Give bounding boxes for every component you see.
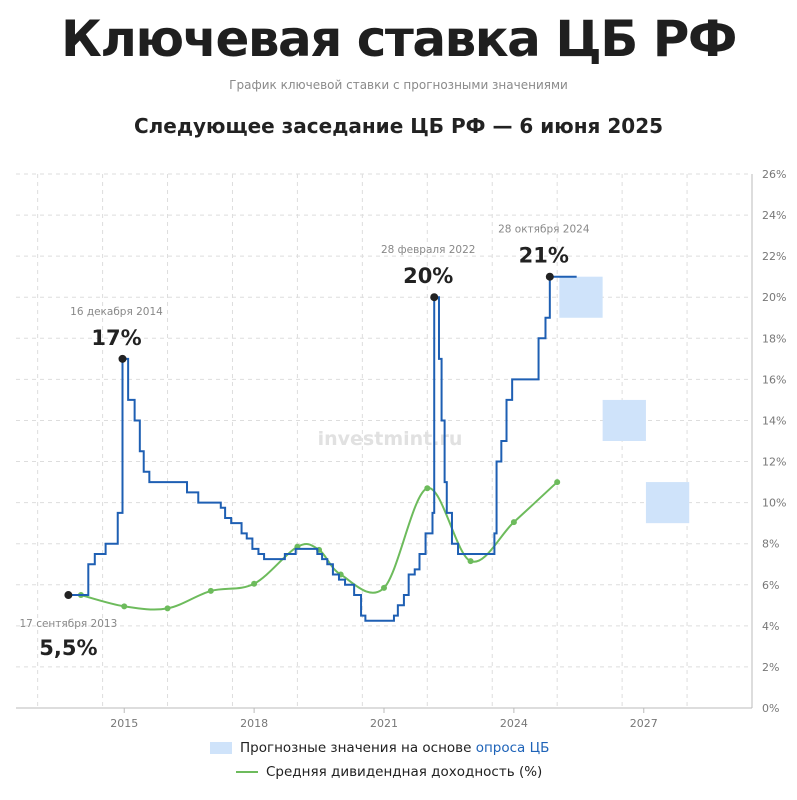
key-rate-line xyxy=(68,275,577,622)
annotation-date: 16 декабря 2014 xyxy=(70,306,163,318)
annotation-value: 20% xyxy=(403,264,453,288)
forecast-box xyxy=(602,399,646,441)
page-title: Ключевая ставка ЦБ РФ xyxy=(61,10,737,68)
y-tick-label: 12% xyxy=(762,456,786,469)
legend-item-forecast: Прогнозные значения на основе опроса ЦБ xyxy=(210,740,549,756)
x-tick-label: 2015 xyxy=(110,717,138,730)
dividend-point xyxy=(121,603,128,610)
y-tick-label: 18% xyxy=(762,332,786,345)
watermark-text: investmint.ru xyxy=(318,428,463,450)
key-rate-point xyxy=(64,591,73,600)
y-tick-label: 6% xyxy=(762,579,779,592)
dividend-point xyxy=(381,584,387,591)
y-tick-label: 14% xyxy=(762,414,786,427)
dividend-yield-line xyxy=(80,481,558,611)
legend-dividend-label: Средняя дивидендная доходность (%) xyxy=(266,764,543,780)
dividend-point xyxy=(207,587,214,594)
x-tick-label: 2018 xyxy=(240,717,268,730)
dividend-point xyxy=(424,485,431,492)
annotation-date: 28 февраля 2022 xyxy=(381,244,476,256)
y-tick-label: 24% xyxy=(762,209,786,222)
annotation-date: 17 сентября 2013 xyxy=(20,618,118,630)
dividend-point xyxy=(164,605,171,612)
x-tick-label: 2024 xyxy=(500,717,528,730)
y-tick-label: 26% xyxy=(762,168,786,181)
y-tick-label: 20% xyxy=(762,291,786,304)
key-rate-chart: 0% 2% 4% 6% 8% 10% 12% 14% 16% 18% 20% 22% 24% 26% 201… xyxy=(16,168,786,730)
key-rate-point xyxy=(545,272,554,281)
next-meeting-headline: Следующее заседание ЦБ РФ — 6 июня 2025 xyxy=(133,114,664,138)
annotation-value: 5,5% xyxy=(39,636,97,660)
legend-forecast-link[interactable]: опроса ЦБ xyxy=(475,740,550,756)
dividend-point xyxy=(251,580,258,587)
forecast-swatch xyxy=(210,742,232,754)
key-rate-point xyxy=(118,354,127,363)
annotation-value: 21% xyxy=(519,244,569,268)
dividend-point xyxy=(554,479,561,486)
y-tick-label: 2% xyxy=(762,661,779,674)
x-tick-label: 2021 xyxy=(370,717,398,730)
x-tick-label: 2027 xyxy=(630,717,658,730)
dividend-point xyxy=(510,519,517,526)
y-tick-label: 8% xyxy=(762,538,779,551)
y-tick-label: 22% xyxy=(762,250,786,263)
dividend-line-swatch xyxy=(236,771,258,773)
y-tick-label: 0% xyxy=(762,702,779,715)
annotation-date: 28 октября 2024 xyxy=(498,224,590,236)
forecast-box xyxy=(559,276,603,318)
annotation-value: 17% xyxy=(91,326,141,350)
dividend-point xyxy=(467,558,474,565)
page-subtitle: График ключевой ставки с прогнозными зна… xyxy=(229,78,568,92)
forecast-box xyxy=(645,482,690,524)
y-tick-label: 4% xyxy=(762,620,779,633)
y-tick-label: 16% xyxy=(762,373,786,386)
legend-item-dividend: Средняя дивидендная доходность (%) xyxy=(236,764,542,780)
legend-forecast-label: Прогнозные значения на основе xyxy=(240,740,472,756)
key-rate-point xyxy=(430,293,439,302)
y-tick-label: 10% xyxy=(762,497,786,510)
